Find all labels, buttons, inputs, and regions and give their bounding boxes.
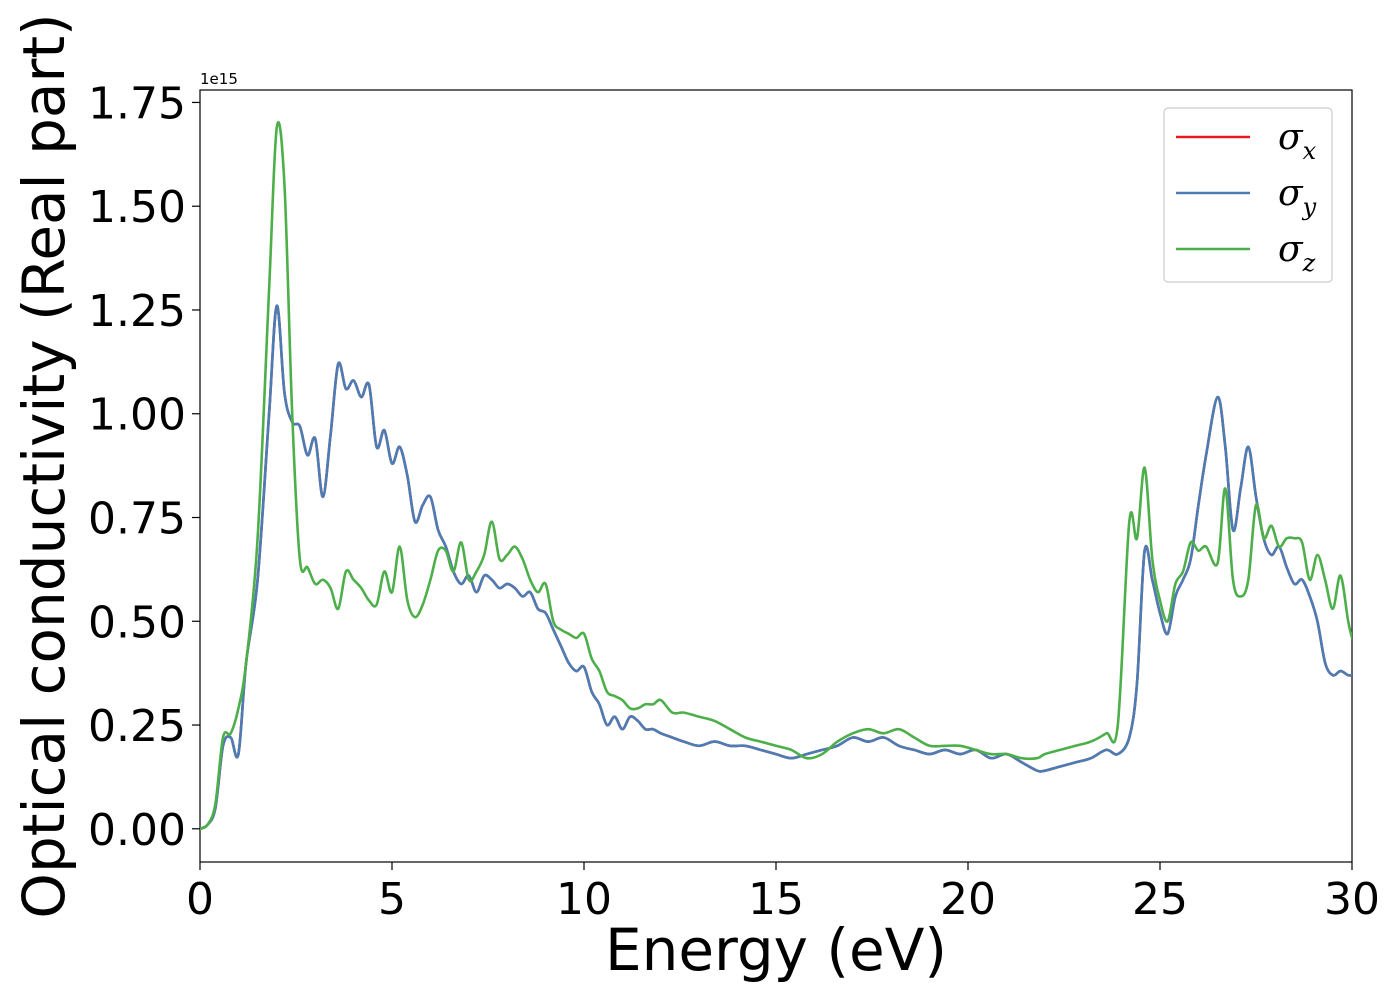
x-tick-label: 25 — [1132, 874, 1188, 925]
y-tick-label: 1.50 — [88, 182, 186, 233]
y-tick-label: 1.25 — [88, 286, 186, 337]
legend-label-z: σz — [1278, 229, 1316, 277]
x-tick-label: 30 — [1324, 874, 1380, 925]
y-tick-label: 1.00 — [88, 390, 186, 441]
legend-label-y: σy — [1278, 173, 1317, 221]
x-tick-label: 15 — [748, 874, 804, 925]
y-tick-label: 0.75 — [88, 494, 186, 545]
y-axis-ticks: 0.00 0.25 0.50 0.75 1.00 1.25 1.50 1.75 — [88, 78, 200, 856]
x-axis-ticks: 0 5 10 15 20 25 30 — [186, 862, 1380, 925]
y-tick-label: 0.25 — [88, 701, 186, 752]
series-line-z — [200, 120, 1352, 831]
series-line-y — [200, 304, 1352, 831]
legend: σx σy σz — [1163, 107, 1333, 283]
y-tick-label: 0.50 — [88, 597, 186, 648]
legend-box — [1163, 107, 1333, 283]
y-offset-label: 1e15 — [200, 70, 238, 88]
x-axis-title: Energy (eV) — [605, 916, 947, 984]
series-line-x — [200, 304, 1352, 831]
y-tick-label: 0.00 — [88, 805, 186, 856]
x-tick-label: 20 — [940, 874, 996, 925]
series-layer — [200, 120, 1352, 831]
legend-label-x: σx — [1278, 117, 1317, 165]
y-tick-label: 1.75 — [88, 78, 186, 129]
x-tick-label: 10 — [556, 874, 612, 925]
y-axis-title: Optical conductivity (Real part) — [10, 13, 78, 918]
x-tick-label: 0 — [186, 874, 214, 925]
x-tick-label: 5 — [378, 874, 406, 925]
